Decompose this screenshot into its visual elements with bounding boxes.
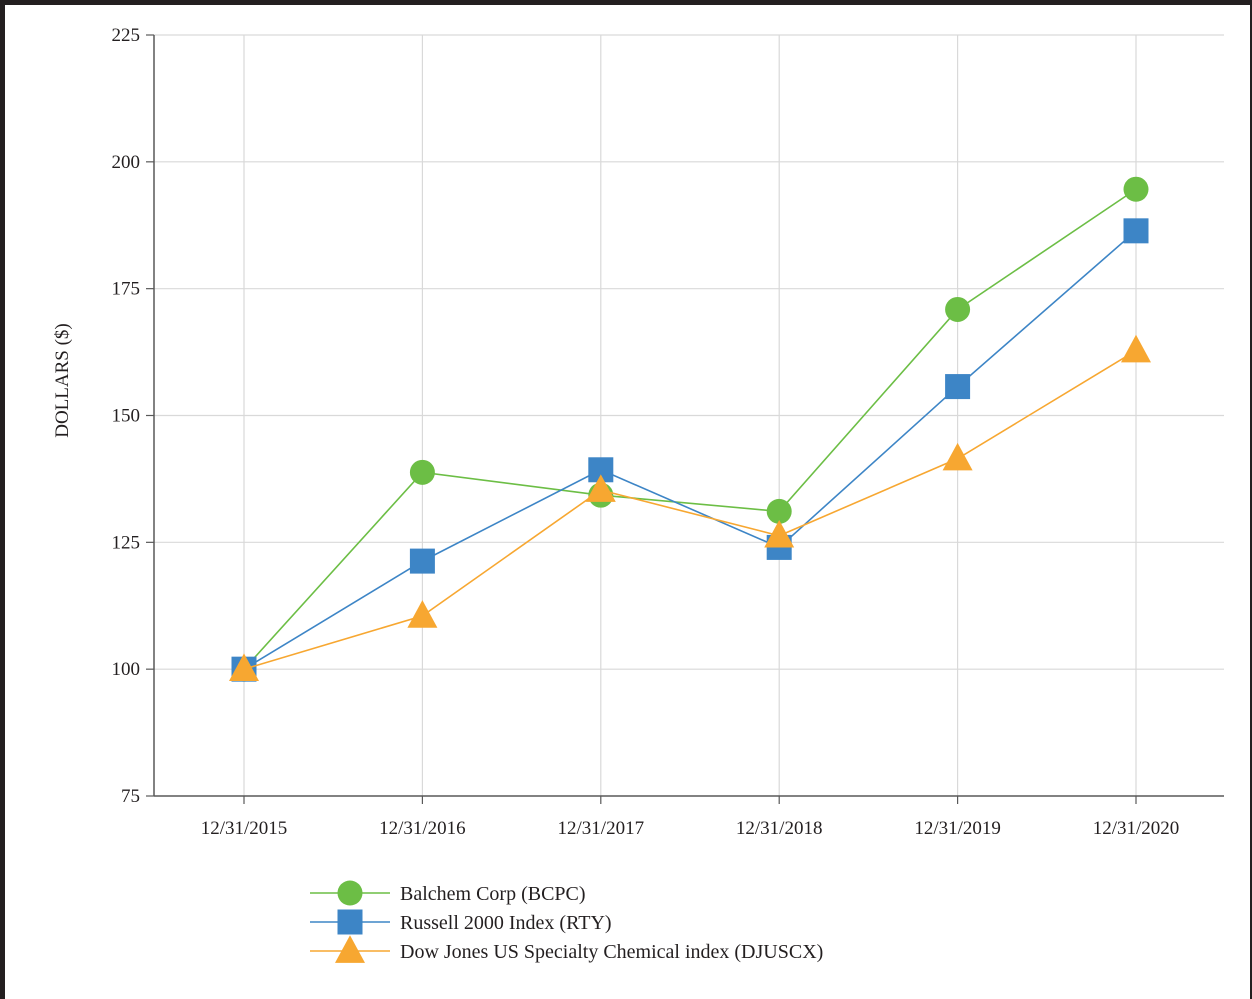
data-point [229, 653, 259, 681]
y-tick-label: 100 [112, 659, 141, 680]
data-point [1123, 176, 1149, 202]
legend-item: Russell 2000 Index (RTY) [310, 909, 612, 935]
y-tick-label: 125 [112, 532, 141, 553]
series-group [229, 176, 1151, 682]
y-axis-title: DOLLARS ($) [52, 323, 73, 438]
gridlines [154, 34, 1224, 796]
series-line [243, 188, 1137, 670]
x-tick-label: 12/31/2020 [1093, 818, 1180, 839]
data-point [764, 519, 795, 548]
data-point [945, 374, 971, 400]
series-1 [231, 176, 1149, 682]
x-tick-label: 12/31/2016 [379, 818, 466, 839]
data-point [409, 548, 435, 574]
series-3 [229, 334, 1151, 681]
data-point [766, 498, 792, 524]
legend-item: Balchem Corp (BCPC) [310, 880, 586, 906]
series-2 [231, 218, 1149, 682]
legend-label: Dow Jones US Specialty Chemical index (D… [400, 941, 823, 963]
y-tick-label: 150 [112, 406, 141, 427]
legend-marker [335, 935, 365, 963]
x-tick-label: 12/31/2018 [736, 818, 823, 839]
legend-item: Dow Jones US Specialty Chemical index (D… [310, 935, 823, 963]
x-tick-label: 12/31/2019 [914, 818, 1001, 839]
data-point [1121, 334, 1151, 363]
legend-label: Balchem Corp (BCPC) [400, 883, 586, 905]
legend-label: Russell 2000 Index (RTY) [400, 912, 612, 934]
data-point [407, 600, 438, 628]
y-tick-label: 75 [121, 786, 140, 807]
y-tick-label: 200 [112, 152, 141, 173]
y-tick-label: 225 [112, 25, 141, 46]
series-line [243, 349, 1137, 670]
y-tick-label: 175 [112, 279, 141, 300]
data-point [585, 474, 616, 502]
data-point [409, 459, 435, 485]
data-point [942, 442, 973, 471]
tick-labels: 75 100 125 150 175 200 225 12/31/2015 12/31/2016… [112, 25, 1180, 839]
legend-marker [337, 880, 363, 906]
legend-marker [337, 909, 363, 935]
x-tick-label: 12/31/2015 [201, 818, 288, 839]
series-line [243, 230, 1137, 670]
data-point [945, 296, 971, 322]
data-point [1123, 218, 1149, 244]
axes [146, 34, 1224, 804]
x-tick-label: 12/31/2017 [558, 818, 645, 839]
legend: Balchem Corp (BCPC) Russell 2000 Index (R… [310, 880, 823, 963]
